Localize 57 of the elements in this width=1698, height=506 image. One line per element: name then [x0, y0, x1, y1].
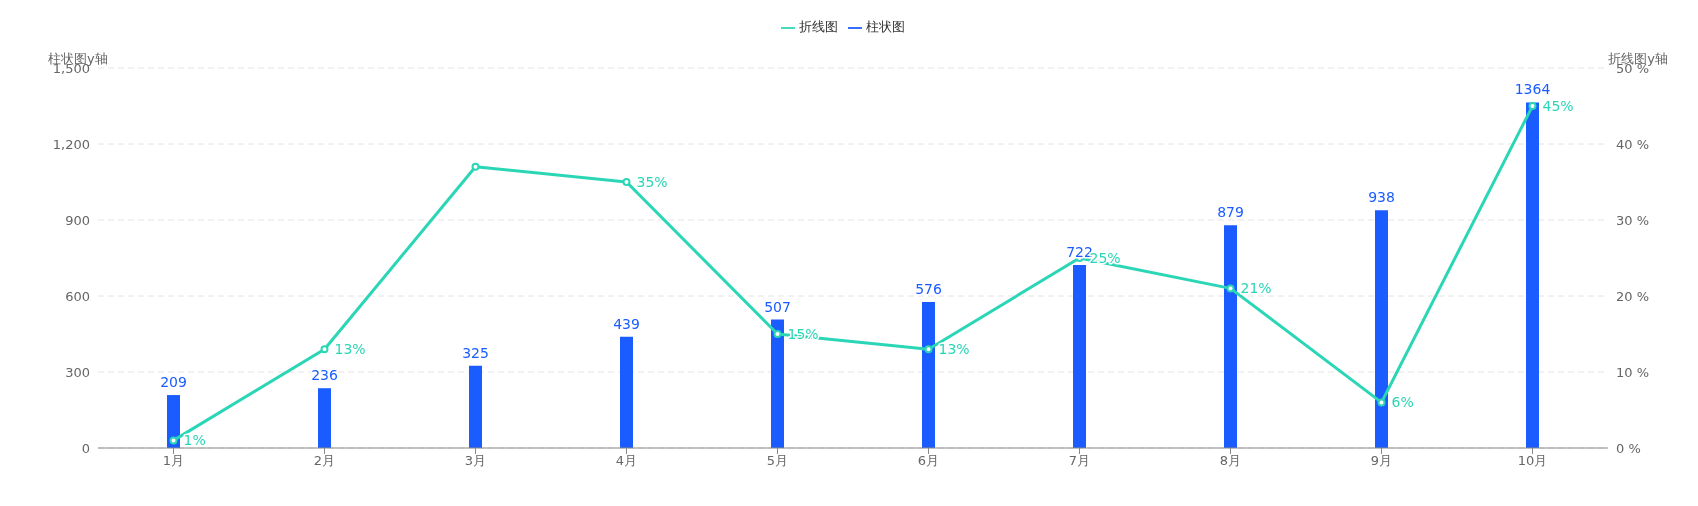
x-tick-label: 4月 — [615, 453, 638, 469]
bar — [318, 388, 331, 448]
data-label: 1364 — [1514, 81, 1551, 98]
data-label: 209 — [160, 374, 187, 391]
y-tick-label: 900 — [65, 212, 90, 228]
point — [1528, 102, 1537, 110]
y-tick-label: 600 — [65, 288, 90, 304]
data-label: 439 — [613, 315, 640, 332]
y-tick-label: 0 — [81, 440, 90, 456]
y2-tick-label: 20 % — [1616, 288, 1650, 304]
y2-tick-label: 10 % — [1616, 364, 1650, 380]
data-label: 6% — [1391, 394, 1414, 411]
y-tick-label: 1,200 — [52, 136, 90, 152]
y-tick-label: 300 — [65, 364, 90, 380]
point — [169, 436, 178, 445]
bar — [922, 302, 935, 448]
data-label: 879 — [1217, 204, 1244, 221]
x-tick-label: 2月 — [313, 453, 336, 469]
x-tick-label: 7月 — [1068, 453, 1091, 469]
data-label: 507 — [764, 298, 791, 315]
data-label: 236 — [311, 367, 338, 384]
y2-tick-label: 0 % — [1616, 440, 1641, 456]
data-label: 45% — [1542, 98, 1574, 114]
data-label: 325 — [462, 344, 489, 361]
point — [924, 345, 933, 354]
bar — [469, 365, 482, 448]
data-label: 13% — [334, 341, 366, 358]
y2-tick-label: 30 % — [1616, 212, 1650, 228]
bar — [1375, 210, 1388, 448]
bar — [1073, 265, 1086, 448]
data-label: 35% — [636, 174, 668, 190]
point — [1226, 284, 1235, 293]
data-label: 576 — [915, 281, 942, 298]
point — [471, 162, 480, 171]
x-tick-label: 1月 — [162, 453, 185, 469]
y2-tick-label: 40 % — [1616, 136, 1650, 152]
bar — [771, 319, 784, 448]
bar — [620, 336, 633, 448]
data-label: 1% — [183, 432, 206, 449]
point — [773, 330, 782, 338]
data-label: 13% — [938, 341, 970, 358]
legend-label: 折线图 — [799, 19, 838, 34]
data-label: 938 — [1368, 189, 1395, 206]
point — [622, 178, 631, 186]
point — [1377, 398, 1386, 407]
x-tick-label: 5月 — [766, 453, 789, 469]
data-label: 21% — [1240, 280, 1272, 297]
x-tick-label: 10月 — [1517, 453, 1548, 469]
legend-label: 柱状图 — [866, 19, 905, 34]
x-tick-label: 6月 — [917, 453, 940, 469]
x-tick-label: 8月 — [1219, 453, 1242, 469]
bar — [167, 395, 180, 448]
point — [320, 345, 329, 354]
x-tick-label: 9月 — [1370, 453, 1393, 469]
bar — [1526, 102, 1539, 448]
x-tick-label: 3月 — [464, 453, 487, 469]
bar — [1224, 225, 1237, 448]
